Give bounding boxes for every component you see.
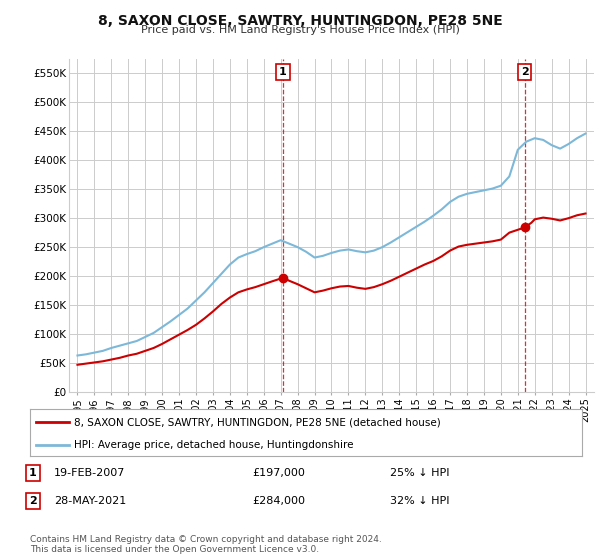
Text: £197,000: £197,000 (252, 468, 305, 478)
Text: Contains HM Land Registry data © Crown copyright and database right 2024.
This d: Contains HM Land Registry data © Crown c… (30, 535, 382, 554)
Text: 25% ↓ HPI: 25% ↓ HPI (390, 468, 449, 478)
Text: Price paid vs. HM Land Registry's House Price Index (HPI): Price paid vs. HM Land Registry's House … (140, 25, 460, 35)
Text: 2: 2 (521, 67, 529, 77)
Text: 8, SAXON CLOSE, SAWTRY, HUNTINGDON, PE28 5NE: 8, SAXON CLOSE, SAWTRY, HUNTINGDON, PE28… (98, 14, 502, 28)
Text: 19-FEB-2007: 19-FEB-2007 (54, 468, 125, 478)
Text: 32% ↓ HPI: 32% ↓ HPI (390, 496, 449, 506)
Text: 1: 1 (279, 67, 287, 77)
Text: 1: 1 (29, 468, 37, 478)
Text: £284,000: £284,000 (252, 496, 305, 506)
Text: 2: 2 (29, 496, 37, 506)
Text: 8, SAXON CLOSE, SAWTRY, HUNTINGDON, PE28 5NE (detached house): 8, SAXON CLOSE, SAWTRY, HUNTINGDON, PE28… (74, 417, 441, 427)
Text: 28-MAY-2021: 28-MAY-2021 (54, 496, 126, 506)
Text: HPI: Average price, detached house, Huntingdonshire: HPI: Average price, detached house, Hunt… (74, 440, 353, 450)
